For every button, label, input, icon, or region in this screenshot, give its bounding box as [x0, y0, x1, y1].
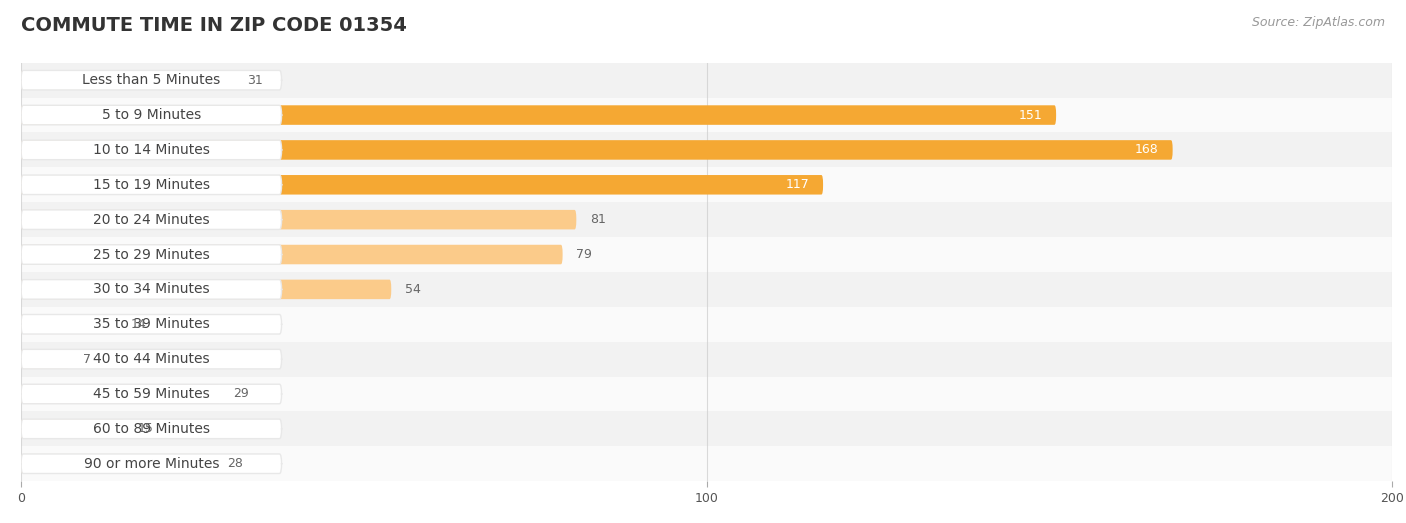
- Bar: [21, 132, 1392, 167]
- FancyBboxPatch shape: [21, 105, 1056, 125]
- FancyBboxPatch shape: [21, 71, 233, 90]
- Text: 35 to 39 Minutes: 35 to 39 Minutes: [93, 317, 209, 331]
- Text: 54: 54: [405, 283, 420, 296]
- Text: 29: 29: [233, 388, 249, 401]
- FancyBboxPatch shape: [21, 280, 281, 299]
- Bar: [21, 98, 1392, 132]
- FancyBboxPatch shape: [21, 280, 391, 299]
- Text: 14: 14: [131, 318, 146, 331]
- FancyBboxPatch shape: [21, 140, 281, 160]
- FancyBboxPatch shape: [21, 71, 281, 90]
- Text: Source: ZipAtlas.com: Source: ZipAtlas.com: [1251, 16, 1385, 29]
- Bar: [21, 342, 1392, 377]
- FancyBboxPatch shape: [21, 175, 823, 195]
- FancyBboxPatch shape: [21, 349, 69, 369]
- Bar: [21, 446, 1392, 481]
- FancyBboxPatch shape: [21, 454, 214, 473]
- Text: 90 or more Minutes: 90 or more Minutes: [83, 457, 219, 471]
- FancyBboxPatch shape: [21, 314, 281, 334]
- FancyBboxPatch shape: [21, 384, 281, 404]
- Text: Less than 5 Minutes: Less than 5 Minutes: [82, 73, 221, 87]
- Text: 31: 31: [247, 74, 263, 87]
- Bar: [21, 237, 1392, 272]
- FancyBboxPatch shape: [21, 314, 117, 334]
- FancyBboxPatch shape: [21, 245, 562, 264]
- Text: 45 to 59 Minutes: 45 to 59 Minutes: [93, 387, 209, 401]
- Text: 151: 151: [1018, 109, 1042, 121]
- Bar: [21, 63, 1392, 98]
- FancyBboxPatch shape: [21, 384, 219, 404]
- FancyBboxPatch shape: [21, 210, 576, 230]
- FancyBboxPatch shape: [21, 210, 281, 230]
- FancyBboxPatch shape: [21, 105, 281, 125]
- Text: 28: 28: [226, 457, 243, 470]
- Bar: [21, 377, 1392, 412]
- Text: COMMUTE TIME IN ZIP CODE 01354: COMMUTE TIME IN ZIP CODE 01354: [21, 16, 406, 35]
- Text: 25 to 29 Minutes: 25 to 29 Minutes: [93, 247, 209, 262]
- FancyBboxPatch shape: [21, 419, 124, 439]
- Text: 60 to 89 Minutes: 60 to 89 Minutes: [93, 422, 209, 436]
- Text: 117: 117: [786, 178, 810, 191]
- Text: 7: 7: [83, 353, 91, 366]
- Text: 79: 79: [576, 248, 592, 261]
- FancyBboxPatch shape: [21, 140, 1173, 160]
- FancyBboxPatch shape: [21, 175, 281, 195]
- FancyBboxPatch shape: [21, 454, 281, 473]
- Text: 40 to 44 Minutes: 40 to 44 Minutes: [93, 352, 209, 366]
- Bar: [21, 167, 1392, 202]
- Bar: [21, 412, 1392, 446]
- Text: 15: 15: [138, 423, 153, 435]
- Text: 81: 81: [591, 213, 606, 226]
- FancyBboxPatch shape: [21, 349, 281, 369]
- Text: 168: 168: [1135, 143, 1159, 156]
- Bar: [21, 307, 1392, 342]
- Bar: [21, 272, 1392, 307]
- Text: 30 to 34 Minutes: 30 to 34 Minutes: [93, 282, 209, 297]
- Bar: [21, 202, 1392, 237]
- FancyBboxPatch shape: [21, 419, 281, 439]
- Text: 20 to 24 Minutes: 20 to 24 Minutes: [93, 213, 209, 226]
- Text: 15 to 19 Minutes: 15 to 19 Minutes: [93, 178, 209, 192]
- Text: 5 to 9 Minutes: 5 to 9 Minutes: [101, 108, 201, 122]
- Text: 10 to 14 Minutes: 10 to 14 Minutes: [93, 143, 209, 157]
- FancyBboxPatch shape: [21, 245, 281, 264]
